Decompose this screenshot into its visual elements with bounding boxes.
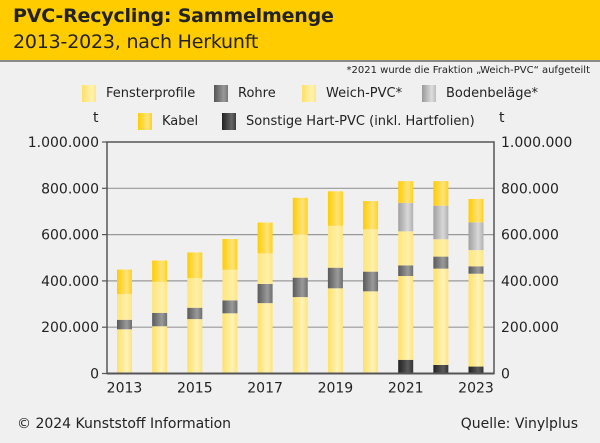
bar-fenster-2022 [433, 268, 449, 365]
footnote: *2021 wurde die Fraktion „Weich-PVC“ auf… [346, 65, 590, 76]
bar-rohre-2016 [222, 300, 238, 314]
y-axis-unit-right: t [499, 110, 505, 126]
bar-boden-2023 [468, 222, 484, 251]
y-tick-label-right: 400.000 [501, 274, 559, 290]
legend-label-weich-pvc: Weich-PVC* [326, 85, 403, 101]
bar-weich-2014 [152, 281, 168, 313]
bar-boden-2022 [433, 205, 449, 240]
bar-fenster-2017 [257, 303, 273, 374]
copyright: © 2024 Kunststoff Information [17, 416, 232, 432]
bar-fenster-2014 [152, 326, 168, 374]
bar-kabel-2021 [398, 181, 414, 203]
bar-sonstige-2022 [433, 364, 449, 374]
bar-weich-2021 [398, 231, 414, 266]
y-axis-unit-left: t [93, 110, 99, 126]
y-tick-label-left: 800.000 [41, 181, 99, 197]
x-tick-label: 2013 [107, 381, 143, 397]
y-tick-label-right: 1.000.000 [501, 135, 572, 151]
x-tick-label: 2021 [388, 381, 424, 397]
x-tick-label: 2017 [247, 381, 283, 397]
bar-weich-2017 [257, 253, 273, 284]
header: PVC-Recycling: Sammelmenge 2013-2023, na… [0, 0, 600, 62]
legend-label-rohre: Rohre [238, 85, 276, 101]
bar-weich-2020 [363, 229, 379, 272]
bar-fenster-2016 [222, 313, 238, 374]
bar-rohre-2014 [152, 312, 168, 327]
legend-swatch-kabel [138, 112, 152, 130]
bar-weich-2022 [433, 239, 449, 257]
bar-kabel-2013 [117, 269, 132, 295]
bar-rohre-2022 [433, 256, 449, 269]
bar-rohre-2015 [187, 307, 203, 320]
chart-subtitle: 2013-2023, nach Herkunft [13, 31, 259, 53]
bar-rohre-2017 [257, 283, 273, 304]
bar-kabel-2022 [433, 181, 449, 206]
y-tick-label-left: 600.000 [41, 228, 99, 244]
legend-swatch-sonstige-hart-pvc [222, 112, 236, 130]
bar-rohre-2023 [468, 266, 484, 274]
bar-kabel-2015 [187, 252, 203, 279]
bar-weich-2019 [327, 225, 343, 268]
y-tick-label-left: 1.000.000 [28, 135, 99, 151]
bar-fenster-2023 [468, 273, 484, 367]
legend-label-sonstige-hart-pvc: Sonstige Hart-PVC (inkl. Hartfolien) [246, 113, 475, 129]
legend-label-fensterprofile: Fensterprofile [106, 85, 196, 101]
legend-item-bodenbelaege: Bodenbeläge* [422, 84, 538, 102]
bar-kabel-2016 [222, 238, 238, 270]
legend-label-kabel: Kabel [162, 113, 199, 129]
bar-fenster-2013 [117, 329, 132, 374]
bar-kabel-2019 [327, 191, 343, 226]
bar-fenster-2015 [187, 319, 203, 374]
x-tick-label: 2019 [318, 381, 354, 397]
bar-sonstige-2023 [468, 366, 484, 374]
y-tick-label-left: 400.000 [41, 274, 99, 290]
bar-weich-2018 [292, 234, 308, 278]
bar-rohre-2019 [327, 267, 343, 289]
bar-kabel-2018 [292, 197, 308, 235]
legend-swatch-fensterprofile [82, 84, 96, 102]
bar-rohre-2021 [398, 265, 414, 277]
bar-kabel-2017 [257, 222, 273, 254]
legend-item-rohre: Rohre [214, 84, 276, 102]
bar-kabel-2014 [152, 260, 168, 282]
x-tick-label: 2023 [458, 381, 494, 397]
source: Quelle: Vinylplus [460, 416, 578, 432]
legend-swatch-bodenbelaege [422, 84, 436, 102]
bar-boden-2021 [398, 202, 414, 232]
bar-rohre-2013 [117, 319, 132, 330]
bar-fenster-2020 [363, 291, 379, 374]
legend-label-bodenbelaege: Bodenbeläge* [446, 85, 538, 101]
legend-item-fensterprofile: Fensterprofile [82, 84, 195, 102]
bar-rohre-2020 [363, 271, 379, 292]
bar-fenster-2019 [327, 288, 343, 374]
legend-item-weich-pvc: Weich-PVC* [302, 84, 402, 102]
y-tick-label-left: 0 [90, 367, 99, 383]
y-tick-label-right: 200.000 [501, 320, 559, 336]
bar-rohre-2018 [292, 277, 308, 298]
bar-weich-2015 [187, 278, 203, 308]
bar-fenster-2018 [292, 297, 308, 374]
bars [117, 181, 484, 374]
legend-item-kabel: Kabel [138, 112, 198, 130]
bar-weich-2016 [222, 269, 238, 301]
bar-fenster-2021 [398, 276, 414, 360]
y-tick-label-right: 800.000 [501, 181, 559, 197]
tick-labels: 0 0 200.000 200.000 400.000 400.000 600.000 600… [28, 135, 573, 397]
bar-kabel-2023 [468, 198, 484, 223]
plot-frame [102, 141, 495, 375]
chart-title: PVC-Recycling: Sammelmenge [13, 5, 334, 27]
y-tick-label-right: 0 [501, 367, 510, 383]
x-tick-label: 2015 [177, 381, 213, 397]
bar-sonstige-2021 [398, 359, 414, 374]
bar-weich-2013 [117, 294, 132, 320]
legend-swatch-rohre [214, 84, 228, 102]
y-tick-label-left: 200.000 [41, 320, 99, 336]
legend-swatch-weich-pvc [302, 84, 316, 102]
legend-item-sonstige-hart-pvc: Sonstige Hart-PVC (inkl. Hartfolien) [222, 112, 475, 130]
bar-weich-2023 [468, 250, 484, 267]
y-tick-label-right: 600.000 [501, 228, 559, 244]
bar-kabel-2020 [363, 201, 379, 230]
